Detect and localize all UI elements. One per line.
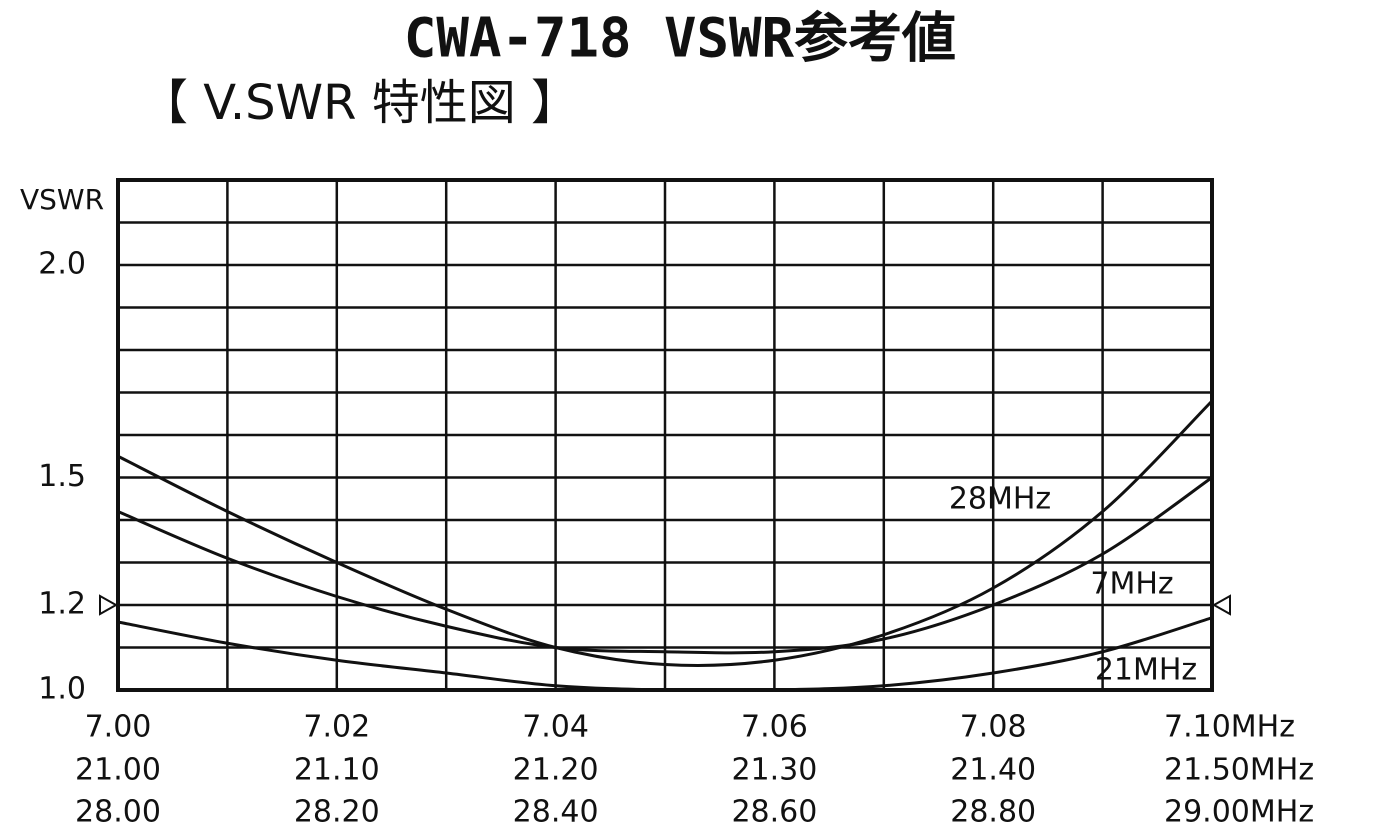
x-tick-label: 7.04 (522, 710, 589, 745)
y-tick-label: 1.5 (38, 459, 86, 494)
x-tick-label: 28.40 (513, 795, 599, 830)
x-tick-label: 21.40 (950, 753, 1036, 788)
y-tick-label: 1.0 (38, 672, 86, 707)
x-tick-label: 21.30 (731, 753, 817, 788)
level-marker (99, 594, 119, 616)
x-tick-label: 7.00 (85, 710, 152, 745)
x-tick-label: 7.06 (741, 710, 808, 745)
x-tick-label: 21.10 (294, 753, 380, 788)
x-tick-label: 21.00 (75, 753, 161, 788)
series-label: 7MHz (1090, 567, 1173, 602)
x-tick-label: 21.20 (513, 753, 599, 788)
series-label: 28MHz (949, 482, 1051, 517)
y-tick-label: 1.2 (38, 587, 86, 622)
x-tick-label: 29.00MHz (1164, 795, 1314, 830)
series-label: 21MHz (1095, 653, 1197, 688)
x-tick-label: 7.02 (303, 710, 370, 745)
chart-title: CWA-718 VSWR参考値 (404, 7, 956, 70)
x-tick-label: 28.00 (75, 795, 161, 830)
series-line (117, 399, 1214, 667)
series-line (117, 476, 1213, 655)
level-marker (1211, 594, 1231, 616)
x-tick-label: 28.80 (950, 795, 1036, 830)
series-line (117, 616, 1213, 693)
x-tick-label: 7.08 (960, 710, 1027, 745)
x-tick-label: 7.10MHz (1164, 710, 1295, 745)
y-axis-label: VSWR (20, 183, 104, 216)
x-tick-label: 28.20 (294, 795, 380, 830)
y-tick-label: 2.0 (38, 247, 86, 282)
x-tick-label: 21.50MHz (1164, 753, 1314, 788)
x-tick-label: 28.60 (731, 795, 817, 830)
chart-subtitle: 【 V.SWR 特性図 】 (140, 75, 579, 131)
